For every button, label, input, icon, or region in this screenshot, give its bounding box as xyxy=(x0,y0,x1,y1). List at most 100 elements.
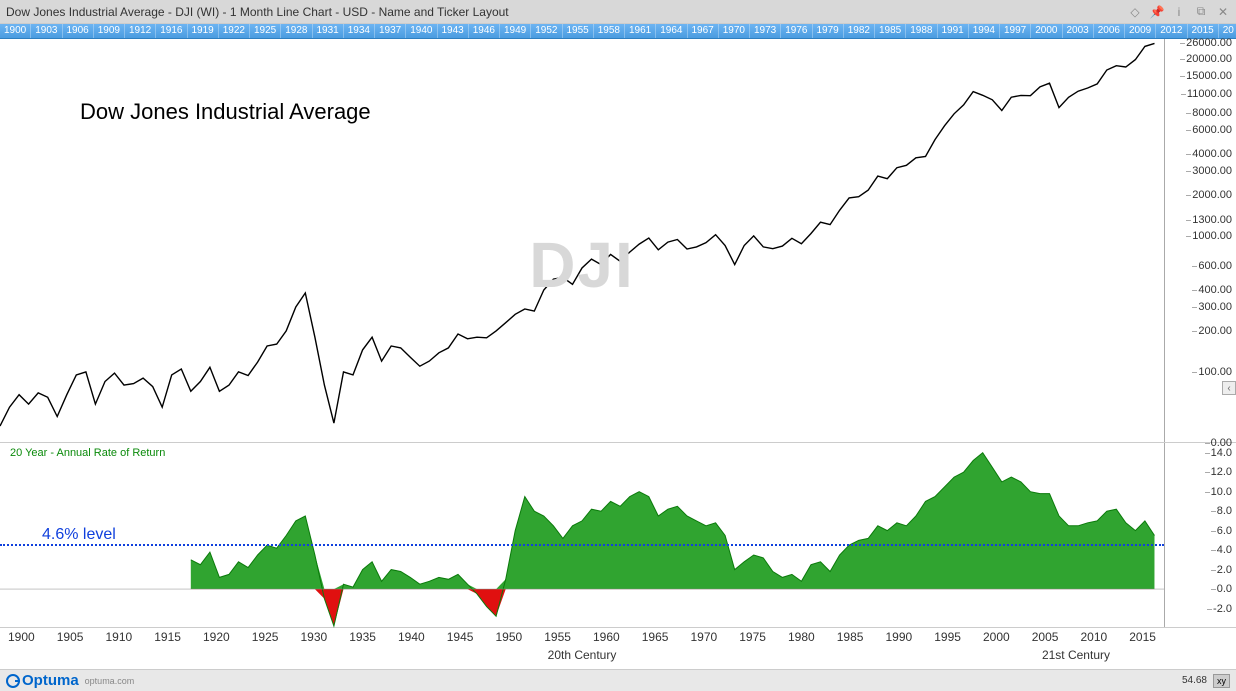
year-scrollbar[interactable]: 1900190319061909191219161919192219251928… xyxy=(0,24,1236,39)
yearstrip-cell[interactable]: 1991 xyxy=(938,24,969,38)
status-mode[interactable]: xy xyxy=(1213,674,1230,688)
yearstrip-cell[interactable]: 1919 xyxy=(188,24,219,38)
close-icon[interactable]: ✕ xyxy=(1216,5,1230,19)
y-tick: -2.0 xyxy=(1213,603,1232,615)
copy-icon[interactable]: ⧉ xyxy=(1194,5,1208,19)
yearstrip-cell[interactable]: 1997 xyxy=(1000,24,1031,38)
y-tick: 2000.00 xyxy=(1192,189,1232,201)
indicator-plot[interactable]: 20 Year - Annual Rate of Return 4.6% lev… xyxy=(0,443,1164,627)
y-tick: 12.0 xyxy=(1211,466,1232,478)
x-tick: 1965 xyxy=(642,630,669,646)
diamond-icon[interactable]: ◇ xyxy=(1128,5,1142,19)
century-21-label: 21st Century xyxy=(1042,648,1110,662)
yearstrip-cell[interactable]: 1900 xyxy=(0,24,31,38)
x-tick: 2000 xyxy=(983,630,1010,646)
yearstrip-cell[interactable]: 1943 xyxy=(438,24,469,38)
main-plot[interactable]: DJI Dow Jones Industrial Average xyxy=(0,39,1164,442)
x-tick: 2005 xyxy=(1032,630,1059,646)
y-tick: 6.0 xyxy=(1217,525,1232,537)
yearstrip-cell[interactable]: 1988 xyxy=(906,24,937,38)
title-tools: ◇ 📌 i ⧉ ✕ xyxy=(1128,5,1230,19)
yearstrip-cell[interactable]: 1967 xyxy=(688,24,719,38)
x-tick: 1930 xyxy=(301,630,328,646)
yearstrip-cell[interactable]: 2015 xyxy=(1188,24,1219,38)
yearstrip-cell[interactable]: 1955 xyxy=(563,24,594,38)
x-tick: 1915 xyxy=(154,630,181,646)
x-tick: 1935 xyxy=(349,630,376,646)
yearstrip-cell[interactable]: 1934 xyxy=(344,24,375,38)
x-ticks: 1900190519101915192019251930193519401945… xyxy=(0,628,1164,646)
chart-title: Dow Jones Industrial Average xyxy=(80,99,371,125)
indicator-area xyxy=(0,443,1164,628)
yearstrip-cell[interactable]: 1964 xyxy=(656,24,687,38)
y-tick: 26000.00 xyxy=(1186,37,1232,49)
yearstrip-cell[interactable]: 1958 xyxy=(594,24,625,38)
y-tick: 14.0 xyxy=(1211,447,1232,459)
yearstrip-cell[interactable]: 1994 xyxy=(969,24,1000,38)
x-axis: 1900190519101915192019251930193519401945… xyxy=(0,628,1236,668)
yearstrip-cell[interactable]: 20 xyxy=(1219,24,1236,38)
y-tick: 4000.00 xyxy=(1192,148,1232,160)
yearstrip-cell[interactable]: 1912 xyxy=(125,24,156,38)
indicator-title: 20 Year - Annual Rate of Return xyxy=(10,447,165,459)
yearstrip-cell[interactable]: 1985 xyxy=(875,24,906,38)
collapse-arrow-icon[interactable]: ‹ xyxy=(1222,381,1236,395)
x-tick: 1940 xyxy=(398,630,425,646)
x-tick: 1980 xyxy=(788,630,815,646)
y-tick: 300.00 xyxy=(1198,301,1232,313)
yearstrip-cell[interactable]: 2009 xyxy=(1125,24,1156,38)
x-tick: 2010 xyxy=(1081,630,1108,646)
yearstrip-cell[interactable]: 1928 xyxy=(281,24,312,38)
y-tick: 11000.00 xyxy=(1187,88,1232,100)
y-tick: 15000.00 xyxy=(1186,70,1232,82)
watermark: DJI xyxy=(529,228,635,302)
x-tick: 1920 xyxy=(203,630,230,646)
yearstrip-cell[interactable]: 1973 xyxy=(750,24,781,38)
yearstrip-cell[interactable]: 1940 xyxy=(406,24,437,38)
brand-logo[interactable]: Optuma xyxy=(6,672,79,689)
yearstrip-cell[interactable]: 1916 xyxy=(156,24,187,38)
yearstrip-cell[interactable]: 1946 xyxy=(469,24,500,38)
yearstrip-cell[interactable]: 2003 xyxy=(1063,24,1094,38)
yearstrip-cell[interactable]: 1979 xyxy=(813,24,844,38)
yearstrip-cell[interactable]: 1937 xyxy=(375,24,406,38)
level-label: 4.6% level xyxy=(42,526,116,544)
pin-icon[interactable]: 📌 xyxy=(1150,5,1164,19)
x-tick: 1995 xyxy=(934,630,961,646)
y-tick: 2.0 xyxy=(1217,564,1232,576)
x-tick: 1905 xyxy=(57,630,84,646)
yearstrip-cell[interactable]: 1931 xyxy=(313,24,344,38)
x-tick: 1945 xyxy=(447,630,474,646)
yearstrip-cell[interactable]: 1925 xyxy=(250,24,281,38)
yearstrip-cell[interactable]: 1949 xyxy=(500,24,531,38)
yearstrip-cell[interactable]: 1982 xyxy=(844,24,875,38)
brand-url: optuma.com xyxy=(85,676,135,686)
x-tick: 1910 xyxy=(106,630,133,646)
yearstrip-cell[interactable]: 1961 xyxy=(625,24,656,38)
level-line xyxy=(0,544,1164,546)
yearstrip-cell[interactable]: 2000 xyxy=(1031,24,1062,38)
y-tick: 1300.00 xyxy=(1192,214,1232,226)
y-tick: 100.00 xyxy=(1198,366,1232,378)
x-tick: 1955 xyxy=(544,630,571,646)
status-value: 54.68 xyxy=(1182,675,1207,686)
yearstrip-cell[interactable]: 1976 xyxy=(781,24,812,38)
y-axis-indicator: -2.00.02.04.06.08.010.012.014.0 xyxy=(1164,443,1236,627)
y-tick: 3000.00 xyxy=(1192,165,1232,177)
main-chart: DJI Dow Jones Industrial Average 0.00100… xyxy=(0,39,1236,443)
yearstrip-cell[interactable]: 1952 xyxy=(531,24,562,38)
title-bar: Dow Jones Industrial Average - DJI (WI) … xyxy=(0,0,1236,24)
yearstrip-cell[interactable]: 1922 xyxy=(219,24,250,38)
y-tick: 8000.00 xyxy=(1192,107,1232,119)
yearstrip-cell[interactable]: 1970 xyxy=(719,24,750,38)
yearstrip-cell[interactable]: 1906 xyxy=(63,24,94,38)
yearstrip-cell[interactable]: 2012 xyxy=(1156,24,1187,38)
info-icon[interactable]: i xyxy=(1172,5,1186,19)
yearstrip-cell[interactable]: 2006 xyxy=(1094,24,1125,38)
y-tick: 0.0 xyxy=(1217,583,1232,595)
yearstrip-cell[interactable]: 1909 xyxy=(94,24,125,38)
x-tick: 2015 xyxy=(1129,630,1156,646)
yearstrip-cell[interactable]: 1903 xyxy=(31,24,62,38)
y-tick: 4.0 xyxy=(1217,544,1232,556)
x-tick: 1925 xyxy=(252,630,279,646)
